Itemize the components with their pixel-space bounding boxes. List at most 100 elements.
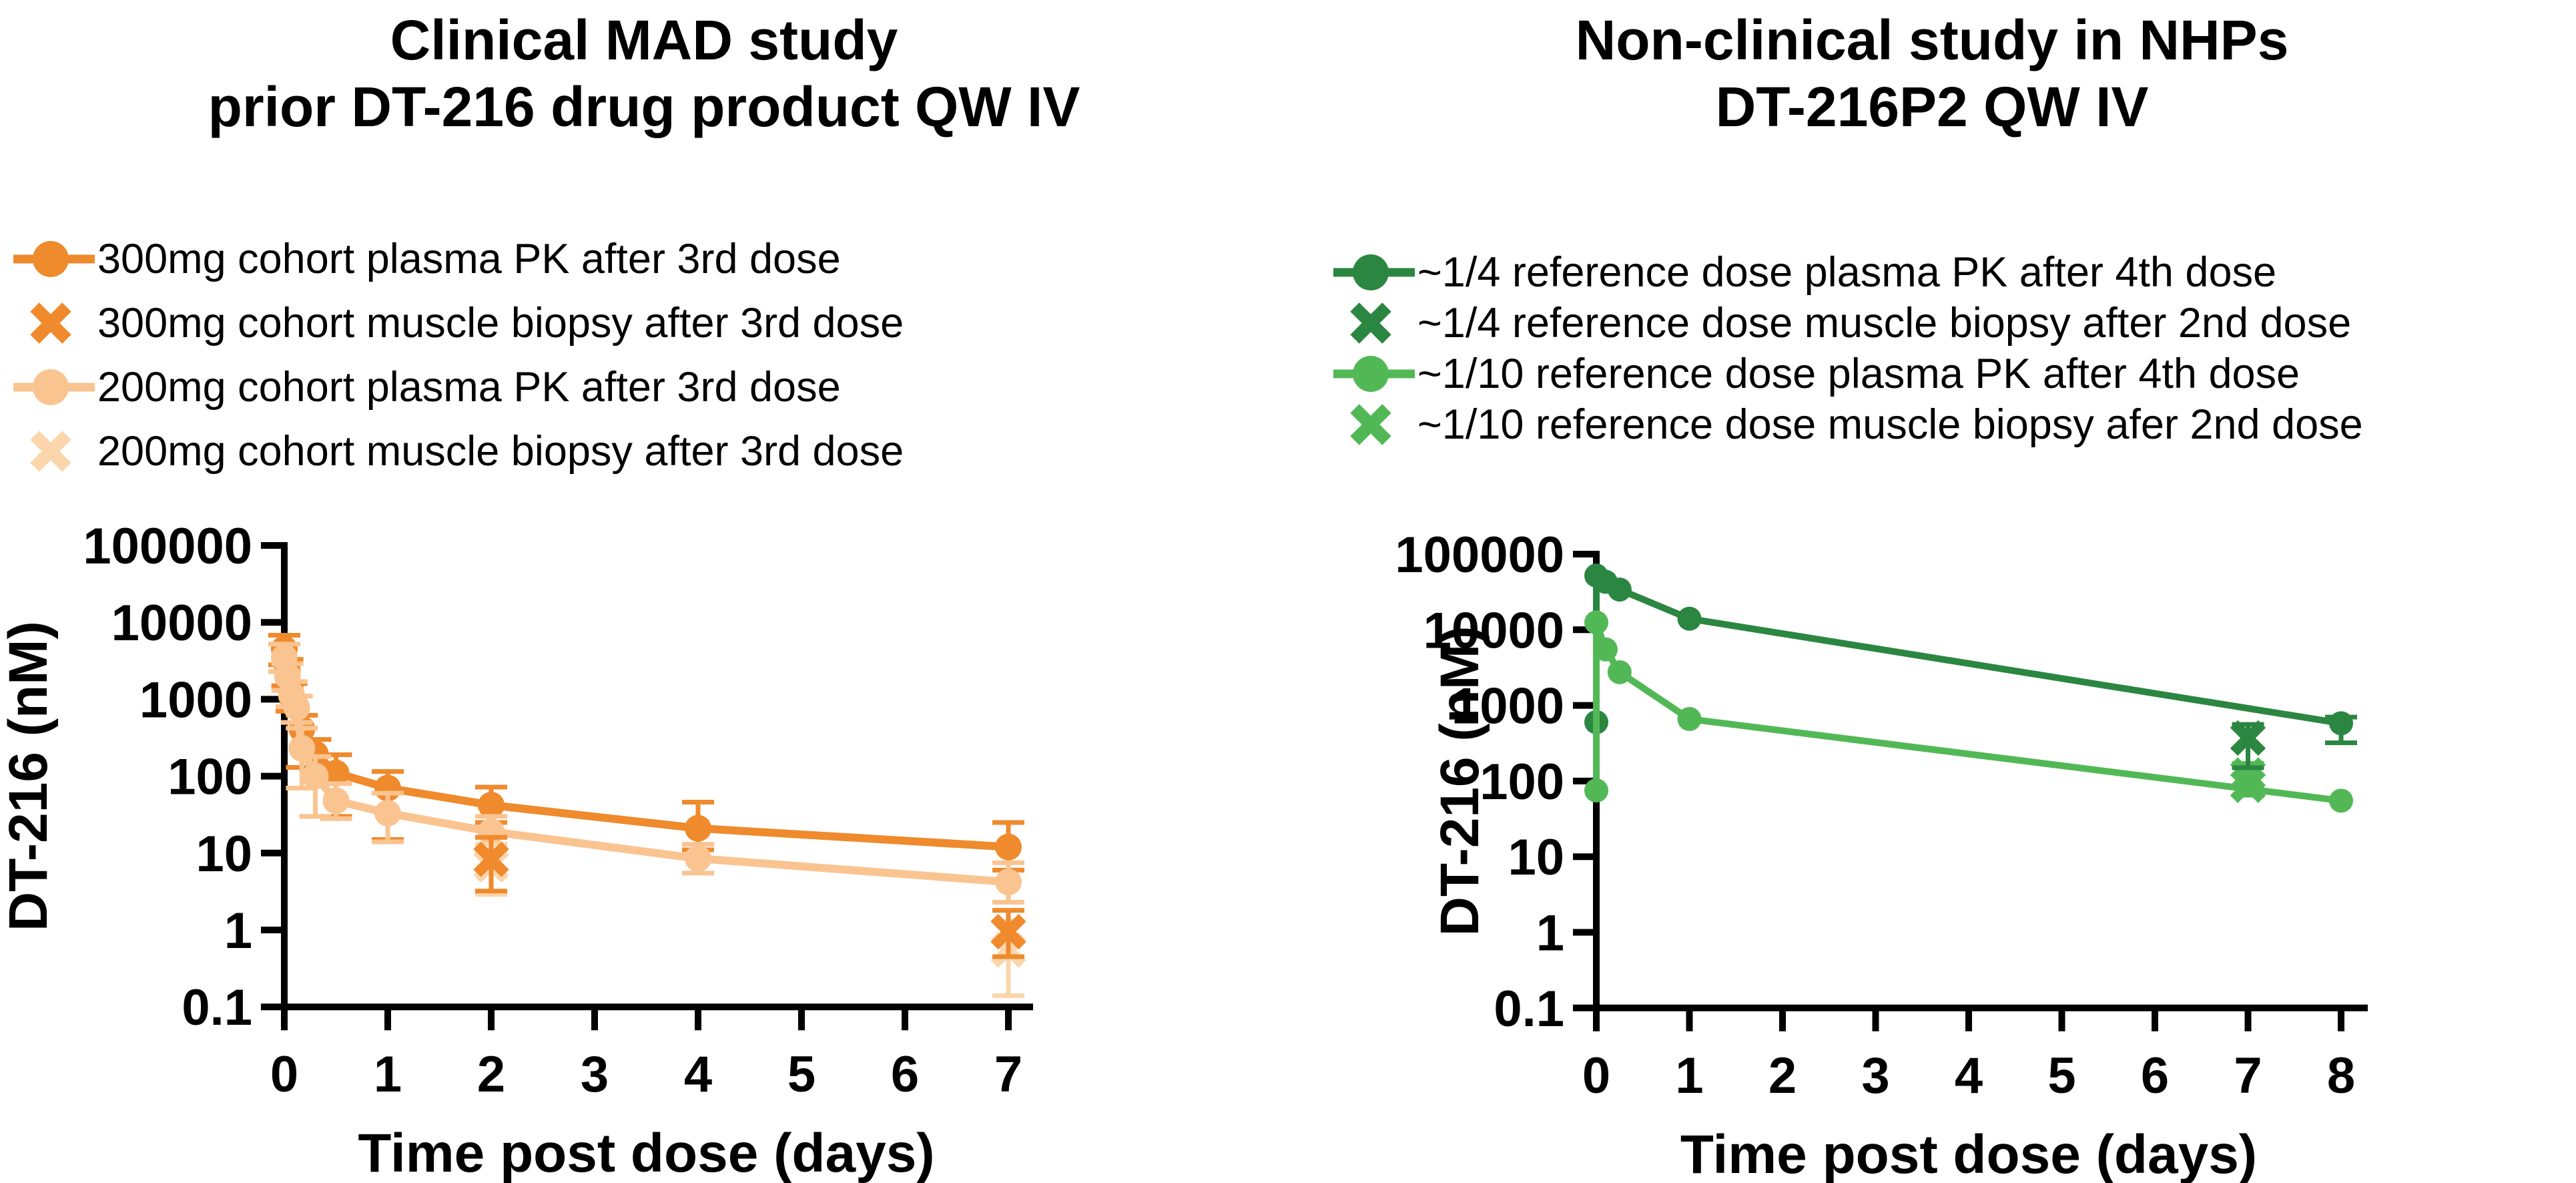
legend-nonclinical: ~1/4 reference dose plasma PK after 4th … — [1331, 247, 2363, 450]
panel-title-nonclinical: Non-clinical study in NHPs DT-216P2 QW I… — [1355, 7, 2509, 140]
x-tick-label: 2 — [477, 1046, 505, 1103]
data-point-circle — [288, 734, 316, 762]
data-point-circle — [1584, 778, 1608, 803]
x-marker-icon — [1350, 404, 1391, 445]
y-tick-label: 10 — [1508, 829, 1564, 886]
data-point-x — [990, 913, 1026, 950]
y-tick-label: 100000 — [83, 518, 252, 575]
series-line — [1593, 572, 2342, 727]
data-point-x — [473, 841, 509, 877]
axis-labels: 100000 10000 1000 100 10 1 0.1 0 1 2 3 4 5 6 7 DT-216 (… — [0, 518, 1022, 1183]
x-tick-label: 6 — [891, 1046, 919, 1103]
x-tick-label: 1 — [1675, 1047, 1703, 1104]
y-axis-title: DT-216 (nM) — [1429, 626, 1490, 937]
x-tick-label: 8 — [2327, 1047, 2355, 1104]
data-point-circle — [995, 833, 1022, 861]
y-tick-label: 10000 — [1423, 602, 1564, 659]
x-axis-title: Time post dose (days) — [358, 1123, 934, 1183]
x-tick-label: 7 — [994, 1046, 1022, 1103]
x-marker-icon — [30, 431, 71, 472]
legend-label: ~1/10 reference dose muscle biopsy afer … — [1417, 401, 2363, 448]
y-tick-label: 10000 — [111, 595, 252, 652]
axes — [261, 542, 1033, 1031]
data-point-circle — [1607, 660, 1632, 684]
x-tick-label: 3 — [581, 1046, 609, 1103]
axis-labels: 100000 10000 1000 100 10 1 0.1 0 1 2 3 4 5 6 7 8 DT-216 … — [1395, 527, 2355, 1183]
legend-item-quarter-dose-plasma: ~1/4 reference dose plasma PK after 4th … — [1331, 247, 2363, 298]
data-point-circle — [995, 869, 1022, 896]
y-tick-label: 10 — [196, 826, 252, 883]
y-tick-label: 1000 — [139, 672, 252, 728]
circle-line-marker-icon — [1333, 356, 1415, 392]
panel-title-clinical: Clinical MAD study prior DT-216 drug pro… — [67, 7, 1221, 140]
x-tick-label: 7 — [2234, 1047, 2262, 1104]
data-point-circle — [478, 792, 505, 819]
x-tick-label: 1 — [374, 1046, 402, 1103]
circle-line-marker-icon — [13, 369, 95, 405]
x-tick-label: 0 — [1582, 1047, 1610, 1104]
x-axis-title: Time post dose (days) — [1680, 1124, 2257, 1183]
series-line — [1593, 619, 2342, 804]
chart-clinical-mad: 100000 10000 1000 100 10 1 0.1 0 1 2 3 4 5 6 7 DT-216 (… — [0, 518, 1033, 1183]
panel-clinical-mad: Clinical MAD study prior DT-216 drug pro… — [0, 7, 1221, 1183]
series--1-10-reference-dose-plasma-pk-after-4th-dose — [1584, 610, 2353, 813]
data-point-x — [2230, 720, 2266, 756]
data-point-circle — [302, 762, 329, 790]
y-tick-label: 100 — [1480, 754, 1564, 810]
data-point-circle — [685, 814, 711, 842]
data-point-circle — [1593, 637, 1618, 662]
y-tick-label: 100 — [168, 749, 252, 806]
x-marker-icon — [30, 302, 71, 344]
legend-label: ~1/4 reference dose plasma PK after 4th … — [1417, 249, 2277, 296]
x-tick-label: 6 — [2141, 1047, 2169, 1104]
data-point-circle — [2329, 711, 2353, 736]
data-point-x — [2230, 767, 2266, 803]
legend-item-200mg-muscle: 200mg cohort muscle biopsy after 3rd dos… — [11, 419, 904, 483]
legend-label: 300mg cohort muscle biopsy after 3rd dos… — [97, 300, 904, 346]
data-point-circle — [1677, 707, 1702, 732]
legend-item-300mg-muscle: 300mg cohort muscle biopsy after 3rd dos… — [11, 291, 904, 355]
data-point-circle — [1677, 606, 1702, 631]
x-tick-label: 4 — [1955, 1047, 1983, 1104]
legend-item-300mg-plasma: 300mg cohort plasma PK after 3rd dose — [11, 227, 904, 291]
legend-item-200mg-plasma: 200mg cohort plasma PK after 3rd dose — [11, 355, 904, 419]
chart-nonclinical-nhp: 100000 10000 1000 100 10 1 0.1 0 1 2 3 4 5 6 7 8 DT-216 … — [1395, 527, 2368, 1183]
y-tick-label: 0.1 — [1494, 981, 1564, 1037]
y-tick-label: 1000 — [1452, 678, 1564, 735]
series-300mg-cohort-muscle-biopsy-after-3rd-dose — [473, 835, 1026, 959]
x-tick-label: 5 — [2047, 1047, 2075, 1104]
legend-item-tenth-dose-plasma: ~1/10 reference dose plasma PK after 4th… — [1331, 348, 2363, 399]
legend-clinical: 300mg cohort plasma PK after 3rd dose 30… — [11, 227, 904, 483]
data-point-circle — [1584, 610, 1608, 635]
legend-label: ~1/10 reference dose plasma PK after 4th… — [1417, 350, 2300, 397]
legend-item-quarter-dose-muscle: ~1/4 reference dose muscle biopsy after … — [1331, 298, 2363, 348]
y-axis-title: DT-216 (nM) — [0, 621, 59, 931]
legend-item-tenth-dose-muscle: ~1/10 reference dose muscle biopsy afer … — [1331, 399, 2363, 450]
data-point-circle — [374, 800, 401, 827]
x-tick-label: 3 — [1861, 1047, 1889, 1104]
y-tick-label: 1 — [224, 903, 252, 959]
legend-label: 300mg cohort plasma PK after 3rd dose — [97, 236, 841, 282]
series-300mg-cohort-plasma-pk-after-3rd-dose — [268, 632, 1024, 873]
legend-label: 200mg cohort muscle biopsy after 3rd dos… — [97, 428, 904, 475]
panel-nonclinical-nhp: Non-clinical study in NHPs DT-216P2 QW I… — [1288, 0, 2576, 1183]
data-point-circle — [1607, 577, 1632, 602]
circle-line-marker-icon — [1333, 254, 1415, 290]
series-200mg-cohort-muscle-biopsy-after-3rd-dose — [473, 842, 1026, 998]
y-tick-label: 1 — [1536, 905, 1564, 962]
title-line-2: prior DT-216 drug product QW IV — [208, 75, 1080, 138]
legend-label: ~1/4 reference dose muscle biopsy after … — [1417, 300, 2352, 346]
title-line-1: Clinical MAD study — [390, 9, 898, 71]
series-200mg-cohort-plasma-pk-after-3rd-dose — [268, 642, 1024, 905]
data-point-circle — [2329, 788, 2353, 813]
x-marker-icon — [1350, 302, 1391, 344]
x-tick-label: 5 — [787, 1046, 816, 1103]
circle-line-marker-icon — [13, 241, 95, 277]
y-tick-label: 0.1 — [182, 979, 252, 1036]
y-tick-label: 100000 — [1395, 527, 1564, 583]
data-point-circle — [322, 787, 350, 814]
x-tick-label: 4 — [684, 1046, 712, 1103]
series--1-4-reference-dose-muscle-biopsy-after-2nd-dose — [2230, 720, 2266, 770]
data-point-circle — [685, 845, 711, 872]
